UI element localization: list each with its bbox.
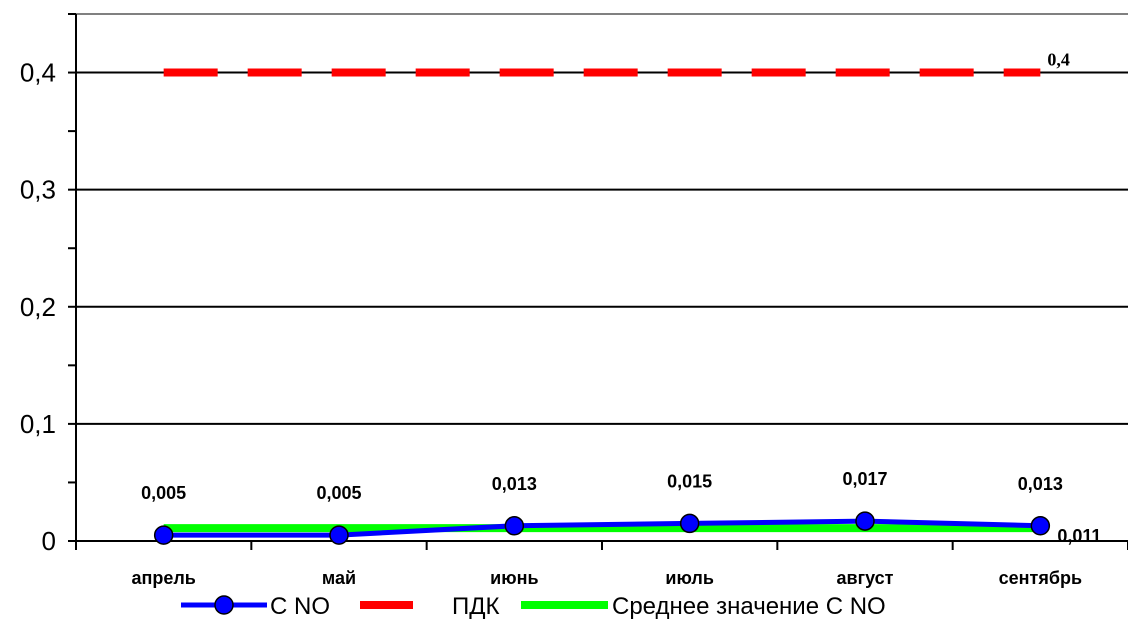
c-no-data-label: 0,005	[141, 483, 186, 503]
c-no-marker	[329, 525, 349, 545]
c-no-data-label: 0,017	[842, 469, 887, 489]
axes	[75, 13, 1128, 542]
x-tick-label: апрель	[131, 568, 195, 588]
x-tick-label: май	[322, 568, 356, 588]
y-tick-label: 0,3	[20, 175, 56, 205]
x-tick-label: август	[837, 568, 894, 588]
c-no-data-label: 0,005	[316, 483, 361, 503]
c-no-marker	[153, 525, 174, 545]
y-tick-label: 0,1	[20, 409, 56, 439]
legend-label-c-no: С NO	[270, 593, 330, 620]
legend: С NO ПДК Среднее значение С NO	[181, 593, 886, 620]
pdk-end-label: 0,4	[1047, 50, 1070, 70]
legend-label-pdk: ПДК	[452, 593, 500, 620]
c-no-data-label: 0,013	[1018, 474, 1063, 494]
gridlines	[76, 71, 1128, 425]
average-end-label: 0,011	[1057, 526, 1101, 546]
data-labels: 0,005 0,005 0,013 0,015 0,017 0,013 0,4 0,011	[141, 50, 1101, 547]
c-no-marker	[504, 516, 525, 536]
series-group	[153, 68, 1051, 545]
x-axis-ticks: апрель май июнь июль август сентябрь	[75, 541, 1128, 588]
y-tick-label: 0,4	[20, 58, 56, 88]
y-tick-label: 0	[42, 526, 56, 556]
c-no-marker	[679, 513, 700, 534]
c-no-data-label: 0,015	[667, 471, 712, 491]
x-tick-label: сентябрь	[999, 568, 1082, 588]
c-no-marker	[855, 511, 875, 531]
legend-label-average: Среднее значение С NO	[612, 593, 886, 620]
x-tick-label: июль	[665, 568, 714, 588]
legend-marker-c-no	[214, 595, 234, 615]
x-tick-label: июнь	[490, 568, 538, 588]
c-no-data-label: 0,013	[492, 474, 537, 494]
series-line-c-no	[163, 518, 1041, 538]
y-tick-label: 0,2	[20, 292, 56, 322]
c-no-marker	[1030, 516, 1051, 536]
y-axis-ticks: 0 0,1 0,2 0,3 0,4	[20, 13, 76, 556]
